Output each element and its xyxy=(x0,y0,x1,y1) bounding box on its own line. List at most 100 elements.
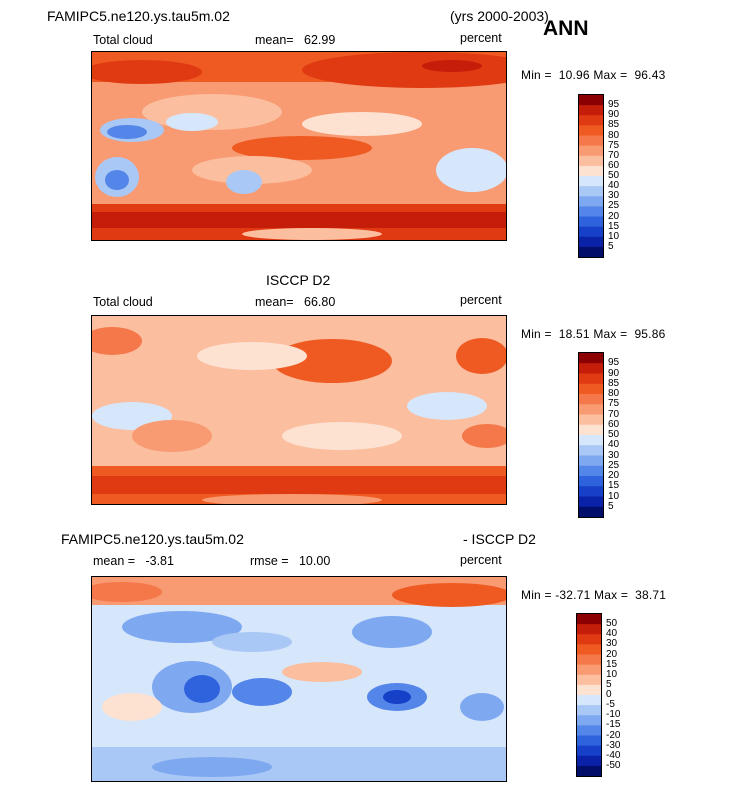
colorbar-swatch xyxy=(577,765,601,776)
panel1-min-value: 10.96 xyxy=(558,68,590,82)
panel3-min-max: Min = -32.71 Max = 38.71 xyxy=(521,588,666,602)
colorbar-tick-label: 85 xyxy=(608,119,620,131)
colorbar-swatch xyxy=(577,725,601,736)
colorbar-swatch xyxy=(579,176,603,187)
panel3-max-value: 38.71 xyxy=(635,588,667,602)
colorbar-tick-label: 30 xyxy=(608,449,620,461)
colorbar-swatch xyxy=(577,705,601,716)
colorbar-tick-label: 30 xyxy=(606,638,618,650)
colorbar-swatch xyxy=(579,404,603,415)
colorbar-swatch xyxy=(577,614,601,625)
colorbar-tick-label: 50 xyxy=(608,170,620,181)
colorbar-swatch xyxy=(577,695,601,706)
colorbar-tick-label: 75 xyxy=(608,139,620,151)
colorbar-tick-label: 5 xyxy=(608,240,614,252)
colorbar-swatch xyxy=(579,155,603,167)
colorbar-tick-label: 40 xyxy=(608,439,620,451)
colorbar-swatch xyxy=(577,745,601,757)
panel3-mean-label: mean = xyxy=(93,554,136,568)
panel3-colorbar-swatches xyxy=(576,613,602,777)
colorbar-tick-label: 60 xyxy=(608,159,620,171)
colorbar-swatch xyxy=(579,135,603,147)
colorbar-tick-label: 95 xyxy=(608,99,620,111)
panel2-mean-label: mean= xyxy=(255,295,294,309)
colorbar-tick-label: 30 xyxy=(608,190,620,202)
colorbar-tick-label: -5 xyxy=(606,699,615,711)
colorbar-swatch xyxy=(579,186,603,197)
panel3-mean: mean = -3.81 xyxy=(93,554,174,568)
panel2-mean: mean= 66.80 xyxy=(255,295,335,309)
panel1-left-label: Total cloud xyxy=(93,33,153,47)
colorbar-tick-label: 20 xyxy=(606,648,618,660)
colorbar-swatch xyxy=(579,455,603,467)
colorbar-tick-label: -10 xyxy=(606,709,621,721)
colorbar-swatch xyxy=(577,755,601,767)
colorbar-tick-label: 70 xyxy=(608,149,620,161)
panel1-title: FAMIPC5.ne120.ys.tau5m.02 xyxy=(47,8,230,24)
panel3-colorbar: 50 40 30 20 15 10 5 0 -5 -10 -15 -20 -30 -40 -50 xyxy=(576,613,620,777)
panel3-title-right: - ISCCP D2 xyxy=(463,531,536,547)
panel3-max-text: Max = xyxy=(594,588,629,602)
panel1-max-text: Max = xyxy=(593,68,628,82)
panel2-map xyxy=(91,315,507,505)
panel2-max-value: 95.86 xyxy=(634,327,666,341)
colorbar-swatch xyxy=(577,684,601,696)
panel1-colorbar: 95 90 85 80 75 70 60 50 40 30 25 20 15 10 5 xyxy=(578,94,619,258)
panel3-map-field xyxy=(92,577,506,781)
colorbar-tick-label: 25 xyxy=(608,459,620,471)
colorbar-swatch xyxy=(577,674,601,686)
colorbar-tick-label: -30 xyxy=(606,739,621,751)
colorbar-tick-label: 90 xyxy=(608,109,620,121)
colorbar-tick-label: 40 xyxy=(606,628,618,640)
panel3-rmse: rmse = 10.00 xyxy=(250,554,330,568)
colorbar-swatch xyxy=(579,353,603,364)
colorbar-swatch xyxy=(579,506,603,517)
colorbar-tick-label: 50 xyxy=(608,429,620,440)
colorbar-tick-label: 80 xyxy=(608,388,620,399)
colorbar-tick-label: 90 xyxy=(608,367,620,379)
colorbar-tick-label: 70 xyxy=(608,408,620,420)
colorbar-swatch xyxy=(579,496,603,508)
colorbar-swatch xyxy=(579,363,603,374)
colorbar-tick-label: 15 xyxy=(606,658,618,670)
colorbar-swatch xyxy=(577,715,601,726)
panel2-title: ISCCP D2 xyxy=(266,272,331,288)
colorbar-swatch xyxy=(579,394,603,405)
panel1-max-value: 96.43 xyxy=(634,68,666,82)
colorbar-swatch xyxy=(579,145,603,157)
colorbar-swatch xyxy=(579,236,603,248)
colorbar-tick-label: 25 xyxy=(608,200,620,212)
panel1-min-max: Min = 10.96 Max = 96.43 xyxy=(521,68,665,82)
panel2-max-text: Max = xyxy=(593,327,628,341)
colorbar-tick-label: 10 xyxy=(608,230,620,242)
colorbar-swatch xyxy=(579,226,603,238)
colorbar-tick-label: -15 xyxy=(606,719,621,731)
colorbar-tick-label: 0 xyxy=(606,689,612,700)
panel1-colorbar-swatches xyxy=(578,94,604,258)
panel1-units: percent xyxy=(460,31,502,45)
panel2-min-value: 18.51 xyxy=(558,327,590,341)
panel2-min-max: Min = 18.51 Max = 95.86 xyxy=(521,327,665,341)
panel1-mean-label: mean= xyxy=(255,33,294,47)
colorbar-tick-label: 50 xyxy=(606,618,618,630)
panel2-colorbar: 95 90 85 80 75 70 60 50 40 30 25 20 15 10 5 xyxy=(578,352,619,518)
panel3-rmse-value: 10.00 xyxy=(298,554,331,568)
colorbar-swatch xyxy=(579,465,603,477)
panel3-map xyxy=(91,576,507,782)
colorbar-swatch xyxy=(577,735,601,747)
panel3-min-text: Min = xyxy=(521,588,552,602)
colorbar-swatch xyxy=(577,624,601,635)
colorbar-tick-label: 20 xyxy=(608,210,620,222)
colorbar-swatch xyxy=(579,95,603,106)
colorbar-swatch xyxy=(579,165,603,177)
colorbar-tick-label: -50 xyxy=(606,759,621,771)
panel2-colorbar-swatches xyxy=(578,352,604,518)
colorbar-swatch xyxy=(579,445,603,456)
season-label: ANN xyxy=(543,17,589,40)
colorbar-swatch xyxy=(577,654,601,666)
colorbar-swatch xyxy=(579,216,603,228)
panel2-map-field xyxy=(92,316,506,504)
colorbar-tick-label: 15 xyxy=(608,220,620,232)
panel2-mean-value: 66.80 xyxy=(304,295,336,309)
colorbar-tick-label: 20 xyxy=(608,470,620,481)
